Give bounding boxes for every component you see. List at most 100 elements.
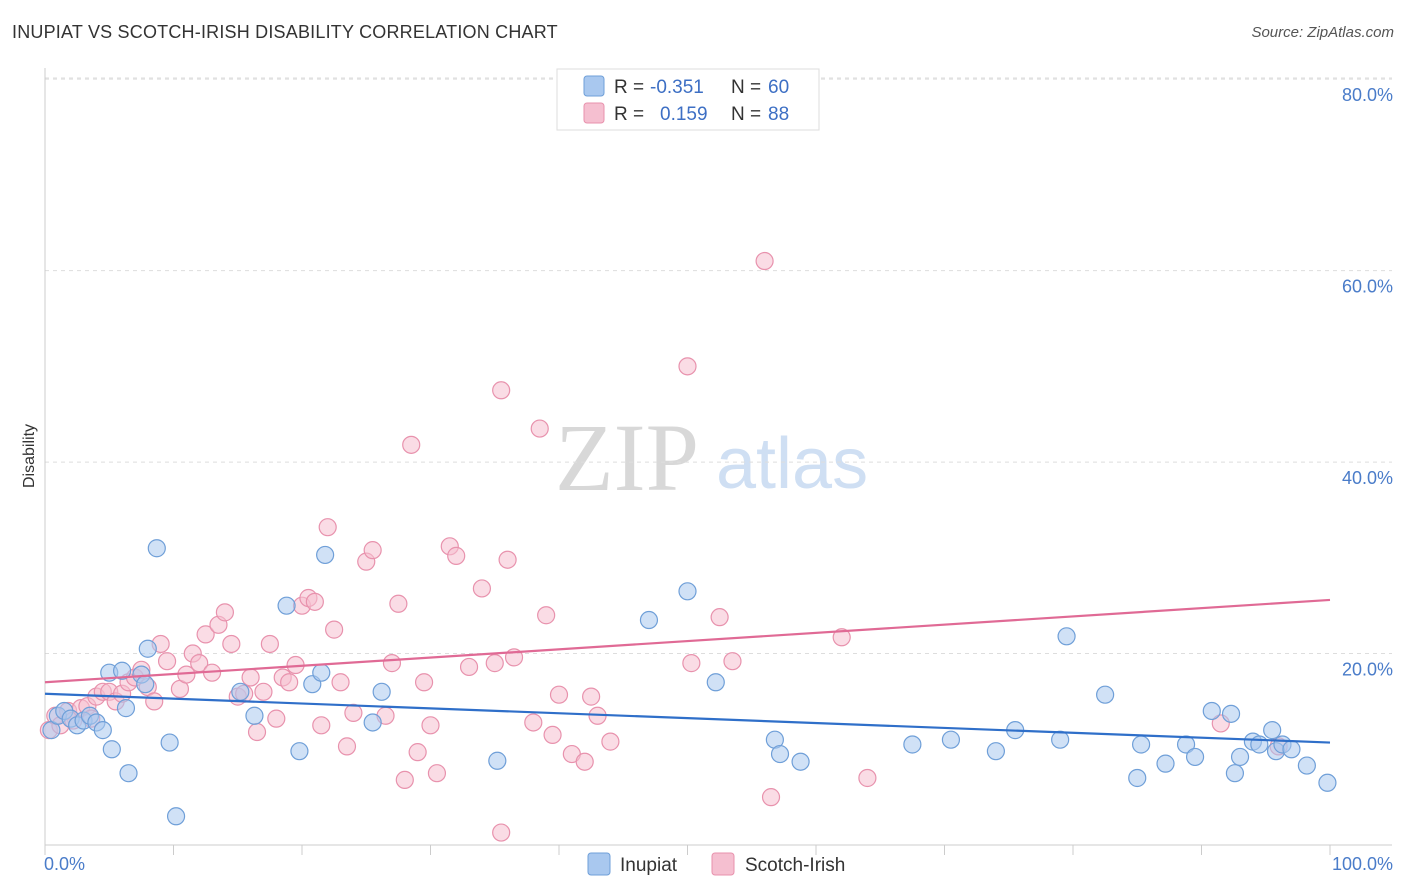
scotch-irish-point-28 xyxy=(222,634,241,654)
inupiat-point-46 xyxy=(1176,735,1196,754)
scotch-irish-point-81 xyxy=(723,652,742,671)
scotch-irish-point-60 xyxy=(447,546,466,565)
bottom-legend: Inupiat Scotch-Irish xyxy=(587,852,845,876)
scotch-irish-point-53 xyxy=(395,770,414,790)
scotch-irish-point-43 xyxy=(318,518,337,537)
scotch-irish-point-24 xyxy=(196,625,215,644)
inupiat-point-49 xyxy=(1221,704,1241,723)
x-tick-label-0: 0.0% xyxy=(44,854,85,874)
scotch-irish-point-83 xyxy=(761,788,781,807)
legend-inupiat-n-label: N = xyxy=(731,77,761,98)
inupiat-point-32 xyxy=(706,673,725,692)
y-tick-label-1: 40.0% xyxy=(1342,468,1393,488)
scotch-irish-point-64 xyxy=(492,823,511,842)
scotch-irish-point-75 xyxy=(582,687,601,706)
scotch-irish-point-35 xyxy=(267,709,286,728)
y-tick-label-3: 80.0% xyxy=(1342,85,1393,105)
scotch-irish-point-71 xyxy=(543,725,562,745)
watermark-zip: ZIP xyxy=(555,404,699,511)
axes xyxy=(44,68,1392,855)
inupiat-point-28 xyxy=(372,682,391,701)
bottom-legend-swatch-scotch xyxy=(711,852,735,876)
scotch-irish-point-19 xyxy=(157,652,177,671)
scotch-irish-point-77 xyxy=(601,732,620,751)
inupiat-point-44 xyxy=(1132,735,1151,754)
scotch-irish-point-85 xyxy=(858,768,877,788)
scotch-irish-point-44 xyxy=(325,620,344,639)
legend-inupiat-n-value: 60 xyxy=(768,77,789,98)
bottom-legend-scotch: Scotch-Irish xyxy=(745,855,845,876)
inupiat-point-54 xyxy=(1263,721,1282,740)
inupiat-point-16 xyxy=(138,639,157,658)
inupiat-point-8 xyxy=(93,721,112,740)
scotch-irish-point-49 xyxy=(363,541,382,560)
scotch-irish-point-27 xyxy=(215,603,234,622)
legend-scotch-n-label: N = xyxy=(731,104,761,125)
inupiat-point-20 xyxy=(231,682,250,701)
y-tick-label-0: 20.0% xyxy=(1342,660,1393,680)
inupiat-point-25 xyxy=(312,663,331,682)
scotch-irish-point-47 xyxy=(344,703,363,722)
y-tick-label-2: 60.0% xyxy=(1342,277,1393,297)
inupiat-point-51 xyxy=(1230,747,1250,767)
inupiat-point-26 xyxy=(316,545,335,565)
legend-scotch-r-value: 0.159 xyxy=(660,104,708,125)
inupiat-point-59 xyxy=(1318,773,1337,792)
inupiat-point-45 xyxy=(1156,754,1175,773)
scotch-irish-point-79 xyxy=(682,654,701,673)
legend: R = -0.351 N = 60 R = 0.159 N = 88 xyxy=(556,68,820,131)
scotch-irish-point-70 xyxy=(537,606,556,625)
inupiat-point-35 xyxy=(791,752,810,771)
inupiat-trend-line xyxy=(44,692,1331,744)
inupiat-point-43 xyxy=(1128,768,1147,788)
scotch-irish-point-33 xyxy=(254,682,273,701)
inupiat-point-12 xyxy=(116,699,136,718)
legend-swatch-inupiat xyxy=(583,75,605,97)
inupiat-point-40 xyxy=(1051,730,1070,749)
inupiat-point-50 xyxy=(1225,764,1245,783)
inupiat-point-47 xyxy=(1185,747,1205,767)
inupiat-point-15 xyxy=(136,675,155,694)
scotch-irish-point-54 xyxy=(402,435,421,454)
scotch-irish-point-55 xyxy=(408,743,427,762)
legend-scotch-r-label: R = xyxy=(614,104,644,125)
inupiat-point-31 xyxy=(678,582,697,601)
scotch-irish-point-74 xyxy=(575,752,594,771)
inupiat-point-58 xyxy=(1297,756,1316,775)
inupiat-point-53 xyxy=(1250,735,1269,754)
y-tick-labels: 20.0% 40.0% 60.0% 80.0% xyxy=(1342,85,1393,679)
scotch-irish-point-58 xyxy=(427,764,447,783)
legend-inupiat-r-value: -0.351 xyxy=(650,77,704,98)
inupiat-point-41 xyxy=(1057,627,1076,646)
scotch-irish-point-63 xyxy=(485,654,504,673)
scotch-irish-point-62 xyxy=(472,579,491,598)
scotch-irish-point-72 xyxy=(549,685,569,704)
inupiat-point-13 xyxy=(119,764,138,783)
scotch-irish-point-78 xyxy=(678,357,697,376)
inupiat-point-29 xyxy=(488,751,507,770)
scotch-irish-point-34 xyxy=(260,634,279,654)
scotch-irish-points xyxy=(39,251,1288,842)
scotch-irish-point-80 xyxy=(710,608,729,627)
inupiat-point-30 xyxy=(639,610,659,630)
x-tick-label-1: 100.0% xyxy=(1332,854,1393,874)
scotch-irish-point-46 xyxy=(337,737,357,756)
inupiat-points xyxy=(42,539,1337,826)
bottom-legend-swatch-inupiat xyxy=(587,852,611,876)
scotch-irish-point-51 xyxy=(382,654,402,673)
legend-swatch-scotch xyxy=(583,102,605,124)
scotch-irish-point-65 xyxy=(492,381,511,400)
scotch-irish-point-42 xyxy=(312,716,331,735)
watermark: ZIP atlas xyxy=(555,404,868,511)
scotch-irish-point-57 xyxy=(421,716,440,735)
inupiat-point-19 xyxy=(166,807,186,826)
inupiat-point-57 xyxy=(1282,740,1301,759)
inupiat-point-22 xyxy=(277,596,296,615)
chart-title: INUPIAT VS SCOTCH-IRISH DISABILITY CORRE… xyxy=(12,22,558,42)
scotch-irish-point-45 xyxy=(331,673,350,692)
trend-lines xyxy=(44,598,1331,744)
scotch-irish-point-69 xyxy=(530,419,549,438)
source-label: Source: ZipAtlas.com xyxy=(1251,24,1394,41)
grid-lines xyxy=(45,77,1392,655)
